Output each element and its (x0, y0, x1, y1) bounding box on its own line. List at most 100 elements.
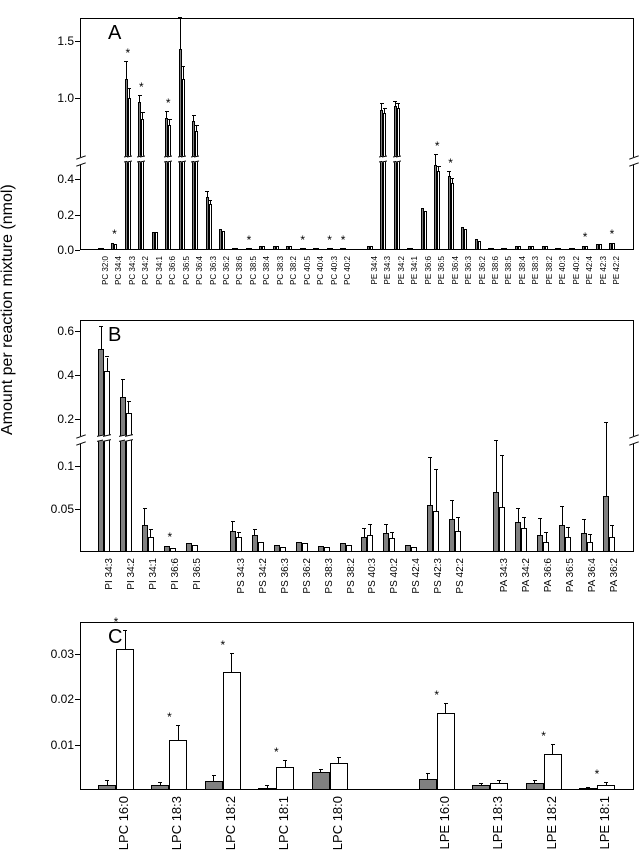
bar-white (104, 371, 110, 552)
bar-white (182, 79, 185, 250)
bar-white (249, 248, 252, 250)
bar-white (155, 232, 158, 250)
x-tick-label: PE 42:3 (599, 256, 608, 284)
bar-white (544, 754, 562, 790)
significance-star: * (221, 638, 226, 652)
bar-white (531, 246, 534, 250)
bar-white (168, 125, 171, 250)
bar-white (433, 511, 439, 552)
bar-white (597, 785, 615, 790)
x-tick-label: PC 36:3 (209, 256, 218, 285)
bar-white (316, 248, 319, 250)
x-tick-label: PS 36:3 (280, 558, 291, 594)
bar-white (491, 248, 494, 250)
bar-white (262, 246, 265, 250)
bar-white (587, 542, 593, 552)
x-tick-label: PC 38:5 (249, 256, 258, 285)
significance-star: * (168, 530, 173, 544)
x-tick-label: PC 36:4 (195, 256, 204, 285)
x-tick-label: PI 34:1 (148, 558, 159, 590)
bar-white (289, 246, 292, 250)
panel-b: B0.050.10.20.40.6PI 34:3PI 34:2PI 34:1*P… (80, 320, 634, 552)
significance-star: * (247, 233, 252, 247)
bar-white (464, 229, 467, 250)
panel-a: A0.00.20.41.01.5PC 32:0*PC 34:4*PC 34:3*… (80, 18, 634, 250)
y-axis-label: Amount per reaction mixture (nmol) (0, 184, 17, 435)
x-tick-label: PE 34:3 (383, 256, 392, 284)
y-tick-label: 1.0 (57, 91, 74, 105)
x-tick-label: PE 34:2 (397, 256, 406, 284)
bar-white (280, 547, 286, 552)
x-tick-label: PC 36:5 (182, 256, 191, 285)
bar-gray (258, 788, 276, 790)
x-tick-label: PC 40:2 (343, 256, 352, 285)
x-tick-label: PE 36:5 (437, 256, 446, 284)
x-tick-label: PC 40:5 (303, 256, 312, 285)
x-tick-label: PI 36:5 (192, 558, 203, 590)
bar-white (114, 244, 117, 250)
bar-white (330, 763, 348, 790)
x-tick-label: PC 38:4 (262, 256, 271, 285)
bar-gray (472, 785, 490, 790)
x-tick-label: PA 36:5 (565, 558, 576, 592)
x-tick-label: PC 34:1 (155, 256, 164, 285)
bar-white (222, 231, 225, 250)
bar-white (451, 183, 454, 250)
bar-white (343, 248, 346, 250)
bar-gray (205, 781, 223, 790)
x-tick-label: PC 34:2 (141, 256, 150, 285)
bar-white (367, 535, 373, 552)
significance-star: * (167, 710, 172, 724)
bar-white (545, 246, 548, 250)
x-tick-label: PI 34:2 (126, 558, 137, 590)
x-tick-label: PS 36:2 (302, 558, 313, 594)
bar-white (169, 740, 187, 790)
bar-white (558, 248, 561, 250)
x-tick-label: PS 40:2 (389, 558, 400, 594)
bar-white (518, 246, 521, 250)
panel-c: C0.010.020.03*LPC 16:0*LPC 18:3*LPC 18:2… (80, 622, 634, 790)
x-tick-label: PS 34:2 (258, 558, 269, 594)
x-tick-label: PA 36:2 (609, 558, 620, 592)
x-tick-label: PS 42:4 (411, 558, 422, 594)
x-tick-label: PA 36:6 (543, 558, 554, 592)
bar-white (437, 171, 440, 250)
x-tick-label: PS 42:2 (455, 558, 466, 594)
bar-white (276, 767, 294, 790)
y-tick-label: 0.02 (51, 692, 74, 706)
x-tick-label: PA 34:2 (521, 558, 532, 592)
bar-white (585, 246, 588, 250)
y-tick-label: 0.0 (57, 243, 74, 257)
x-tick-label: PC 36:6 (168, 256, 177, 285)
bar-white (424, 211, 427, 250)
x-tick-label: PS 34:3 (236, 558, 247, 594)
bar-gray (151, 785, 169, 790)
bar-white (128, 98, 131, 250)
bar-white (612, 243, 615, 250)
x-tick-label: PA 34:3 (499, 558, 510, 592)
y-tick-label: 0.6 (57, 324, 74, 338)
bar-white (389, 538, 395, 552)
y-tick-label: 0.4 (57, 368, 74, 382)
bar-white (148, 537, 154, 552)
bar-gray (312, 772, 330, 790)
bar-gray (98, 785, 116, 790)
bar-white (236, 537, 242, 552)
bar-white (324, 547, 330, 552)
x-tick-label: LPE 18:2 (544, 796, 559, 850)
x-tick-label: PS 42:3 (433, 558, 444, 594)
x-tick-label: PS 38:3 (324, 558, 335, 594)
x-tick-label: PI 36:6 (170, 558, 181, 590)
bar-white (258, 542, 264, 552)
bar-white (141, 119, 144, 250)
x-tick-label: PI 34:3 (104, 558, 115, 590)
bar-white (370, 246, 373, 250)
significance-star: * (541, 729, 546, 743)
bar-white (101, 248, 104, 250)
bar-white (410, 248, 413, 250)
x-tick-label: PA 36:4 (587, 558, 598, 592)
bar-white (521, 528, 527, 552)
x-tick-label: PE 34:1 (410, 256, 419, 284)
bar-white (223, 672, 241, 790)
bar-white (303, 248, 306, 250)
